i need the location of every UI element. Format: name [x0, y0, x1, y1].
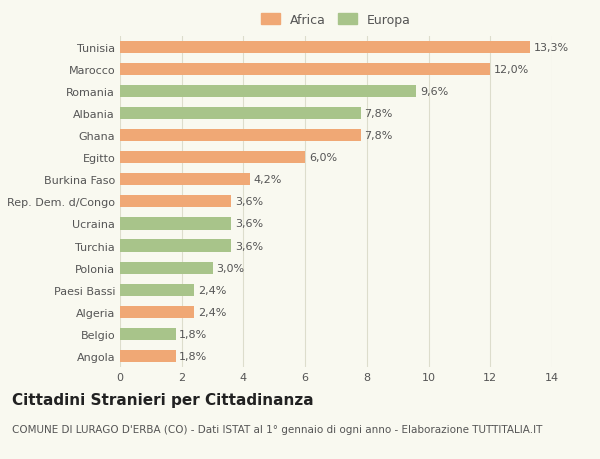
Text: 6,0%: 6,0% [309, 153, 337, 163]
Bar [120, 218, 231, 230]
Bar [120, 64, 490, 76]
Text: Cittadini Stranieri per Cittadinanza: Cittadini Stranieri per Cittadinanza [12, 392, 314, 408]
Bar [120, 86, 416, 98]
Text: 3,6%: 3,6% [235, 219, 263, 229]
Text: 3,0%: 3,0% [216, 263, 244, 273]
Text: 7,8%: 7,8% [364, 131, 393, 141]
Bar [120, 174, 250, 186]
Bar [120, 42, 530, 54]
Text: 12,0%: 12,0% [494, 65, 529, 75]
Bar [120, 350, 176, 362]
Bar [120, 130, 361, 142]
Text: 3,6%: 3,6% [235, 241, 263, 251]
Text: 4,2%: 4,2% [253, 175, 281, 185]
Text: 2,4%: 2,4% [198, 285, 226, 295]
Bar [120, 108, 361, 120]
Text: 7,8%: 7,8% [364, 109, 393, 119]
Legend: Africa, Europa: Africa, Europa [257, 10, 415, 30]
Text: 2,4%: 2,4% [198, 307, 226, 317]
Text: 9,6%: 9,6% [420, 87, 448, 97]
Bar [120, 196, 231, 208]
Bar [120, 152, 305, 164]
Text: COMUNE DI LURAGO D'ERBA (CO) - Dati ISTAT al 1° gennaio di ogni anno - Elaborazi: COMUNE DI LURAGO D'ERBA (CO) - Dati ISTA… [12, 425, 542, 435]
Bar [120, 262, 212, 274]
Text: 1,8%: 1,8% [179, 351, 208, 361]
Text: 13,3%: 13,3% [534, 43, 569, 53]
Bar [120, 284, 194, 296]
Text: 1,8%: 1,8% [179, 329, 208, 339]
Bar [120, 328, 176, 340]
Text: 3,6%: 3,6% [235, 197, 263, 207]
Bar [120, 240, 231, 252]
Bar [120, 306, 194, 318]
